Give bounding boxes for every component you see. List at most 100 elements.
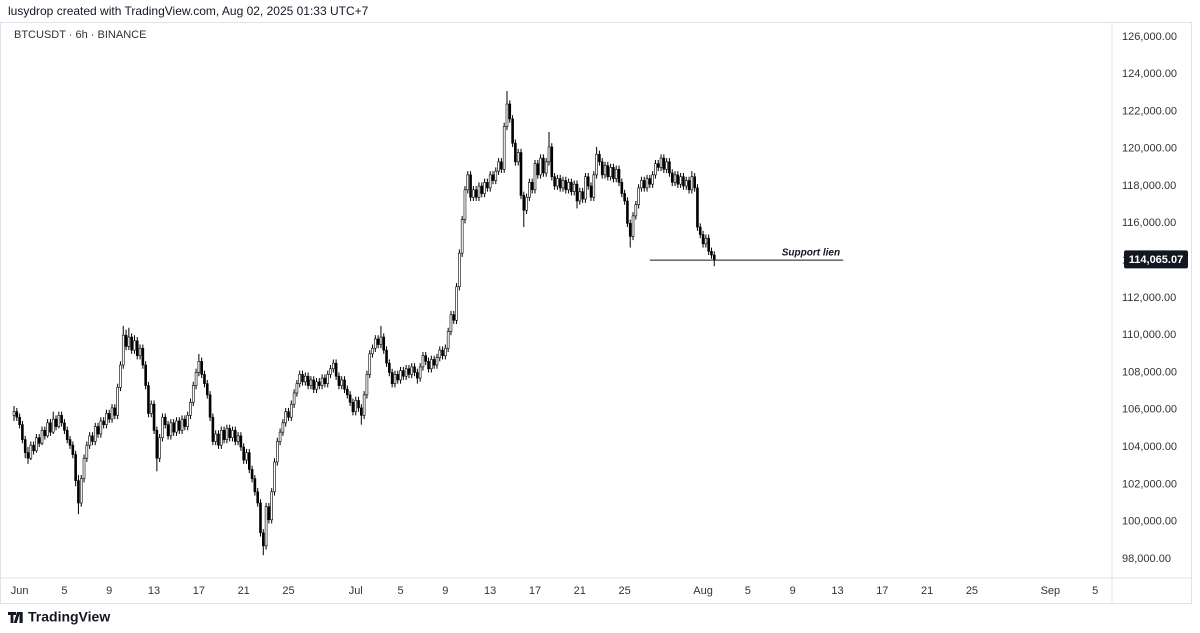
candle-body: [558, 178, 562, 189]
candle-body: [68, 439, 72, 446]
y-tick-label: 112,000.00: [1122, 292, 1176, 304]
candle-body: [309, 379, 313, 386]
candle-body: [57, 415, 61, 427]
candle-body: [91, 435, 94, 442]
candle-body: [634, 204, 638, 217]
candle-body: [402, 370, 405, 377]
logo-icon: [8, 612, 23, 623]
candle-body: [284, 411, 288, 424]
y-tick-label: 98,000.00: [1122, 553, 1171, 565]
candle-body: [155, 429, 159, 459]
candle-body: [158, 437, 161, 459]
candle-body: [654, 163, 657, 176]
candle-body: [693, 176, 696, 189]
candle-body: [497, 161, 500, 172]
candle-body: [572, 183, 576, 192]
candle-body: [343, 379, 346, 390]
x-tick-label: 21: [238, 585, 250, 597]
candle-body: [399, 370, 402, 381]
candle-body: [253, 478, 257, 493]
candle-body: [670, 172, 674, 183]
candle-body: [570, 182, 573, 192]
candle-body: [130, 336, 133, 351]
candle-body: [424, 355, 428, 362]
candle-body: [256, 491, 259, 504]
annotation-text: Support lien: [782, 248, 840, 259]
candle-body: [245, 452, 248, 461]
candle-body: [460, 219, 464, 254]
candle-body: [410, 366, 414, 375]
candle-body: [121, 334, 125, 366]
candle-body: [214, 433, 217, 442]
candle-body: [219, 429, 223, 446]
candle-body: [519, 152, 523, 196]
candle-body: [455, 286, 458, 321]
candle-body: [110, 407, 114, 420]
candle-body: [144, 364, 147, 386]
candle-body: [483, 182, 486, 194]
header: lusydrop created with TradingView.com, A…: [8, 4, 369, 18]
candle-body: [77, 480, 80, 504]
y-tick-label: 110,000.00: [1122, 329, 1176, 341]
candle-body: [191, 385, 195, 403]
candle-body: [183, 418, 187, 427]
candle-body: [329, 368, 332, 375]
candle-body: [530, 182, 534, 191]
candle-body: [85, 444, 89, 459]
y-tick-label: 124,000.00: [1122, 68, 1177, 80]
candle-body: [102, 420, 105, 425]
candle-body: [544, 161, 548, 174]
candle-body: [233, 429, 237, 442]
candle-body: [264, 506, 268, 547]
candle-body: [435, 357, 439, 366]
candle-body: [236, 435, 240, 442]
candle-body: [127, 336, 131, 347]
x-tick-label: 13: [148, 585, 160, 597]
candle-body: [23, 439, 27, 453]
y-tick-label: 120,000.00: [1122, 143, 1177, 155]
candle-body: [438, 349, 442, 358]
x-tick-label: 21: [921, 585, 933, 597]
candle-body: [416, 372, 419, 379]
candle-body: [239, 435, 243, 448]
candle-body: [595, 154, 598, 176]
candle-body: [388, 362, 391, 373]
x-tick-label: Sep: [1041, 585, 1061, 597]
candle-body: [698, 226, 702, 235]
candle-body: [287, 411, 290, 418]
candle-body: [208, 394, 212, 418]
candle-body: [514, 142, 517, 163]
candle-body: [278, 431, 282, 442]
candle-body: [166, 424, 170, 437]
candle-body: [648, 178, 652, 185]
candle-body: [320, 377, 324, 386]
candle-body: [376, 338, 380, 345]
candle-body: [161, 416, 164, 439]
x-tick-label: 25: [966, 585, 978, 597]
x-tick-label: 25: [282, 585, 294, 597]
candle-body: [194, 372, 198, 386]
candle-body: [491, 174, 495, 181]
candle-body: [259, 502, 262, 534]
candle-body: [37, 437, 41, 444]
candle-body: [357, 400, 360, 409]
symbol-title: BTCUSDT · 6h · BINANCE: [14, 29, 146, 41]
candle-body: [704, 237, 708, 245]
candle-body: [113, 407, 117, 416]
candle-body: [682, 176, 685, 187]
candle-body: [444, 347, 447, 357]
x-tick-label: Jun: [11, 585, 29, 597]
candle-body: [169, 422, 173, 437]
candle-body: [396, 374, 400, 381]
candle-body: [203, 374, 206, 384]
candle-body: [687, 180, 691, 191]
x-tick-label: Aug: [693, 585, 713, 597]
candle-body: [430, 359, 433, 370]
candle-body: [452, 314, 456, 321]
candle-body: [603, 165, 607, 176]
candle-body: [29, 444, 33, 459]
candle-body: [494, 170, 498, 181]
candle-body: [326, 374, 330, 384]
